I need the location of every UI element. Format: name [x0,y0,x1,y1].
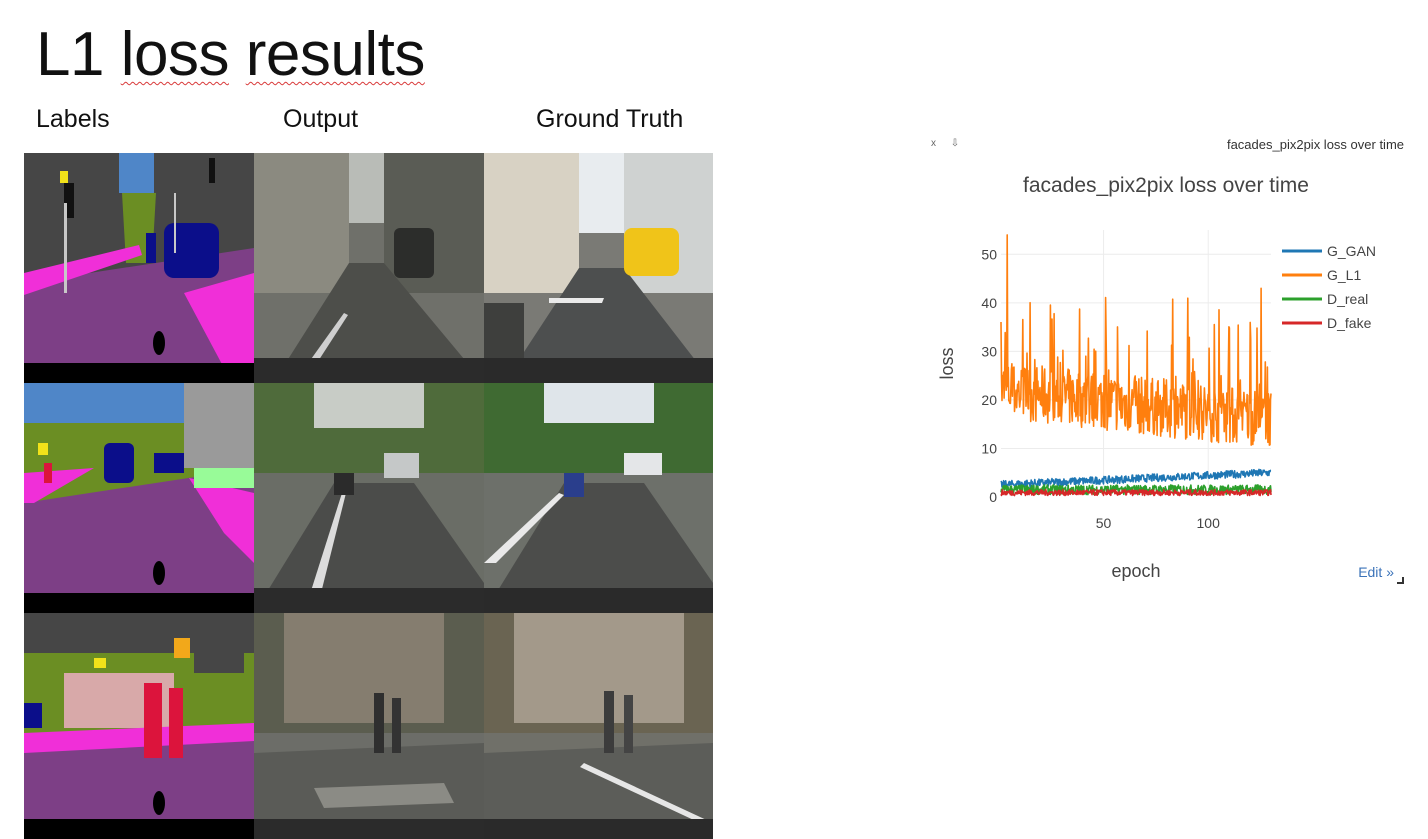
y-axis-label: loss [937,347,957,379]
loss-chart-panel: facades_pix2pix loss over time 0 10 20 30 40 5… [926,135,1406,590]
resize-handle-icon[interactable] [1397,577,1404,584]
series-line-d-fake [1000,488,1272,497]
column-header-ground-truth: Ground Truth [536,105,684,133]
legend-entry-d-fake: D_fake [1327,315,1372,331]
ground-truth-image-1 [484,153,713,383]
x-tick-label: 50 [1096,515,1112,531]
chart-title: facades_pix2pix loss over time [1023,174,1309,197]
column-header-output: Output [283,105,359,133]
title-word-results: results [245,20,426,89]
y-tick-label: 30 [981,343,997,359]
legend-entry-g-l1: G_L1 [1327,267,1361,283]
output-image-2 [254,383,484,613]
x-axis-label: epoch [1111,561,1160,581]
slide-title: L1 loss results [36,16,425,94]
title-word-l1: L1 [36,20,104,89]
ground-truth-image-2 [484,383,713,613]
output-image-3 [254,613,484,839]
y-tick-label: 40 [981,295,997,311]
y-tick-label: 50 [981,246,997,262]
label-map-image-3 [24,613,254,839]
legend-entry-d-real: D_real [1327,291,1368,307]
legend-entry-g-gan: G_GAN [1327,243,1376,259]
edit-link[interactable]: Edit » [1358,564,1394,580]
result-image-grid [24,153,713,839]
output-image-1 [254,153,484,383]
y-tick-label: 20 [981,392,997,408]
y-tick-label: 0 [989,489,997,505]
series-line-g-gan [1000,468,1272,489]
series-line-g-l1 [1000,234,1272,446]
chart-modebar[interactable]: x ⇩ [931,138,966,149]
title-word-loss: loss [120,20,230,89]
label-map-image-2 [24,383,254,613]
column-header-labels: Labels [36,105,110,133]
chart-tab-title: facades_pix2pix loss over time [1226,137,1404,152]
y-tick-label: 10 [981,440,997,456]
loss-chart: facades_pix2pix loss over time 0 10 20 30 40 5… [937,174,1376,581]
ground-truth-image-3 [484,613,713,839]
x-tick-label: 100 [1197,515,1221,531]
label-map-image-1 [24,153,254,383]
